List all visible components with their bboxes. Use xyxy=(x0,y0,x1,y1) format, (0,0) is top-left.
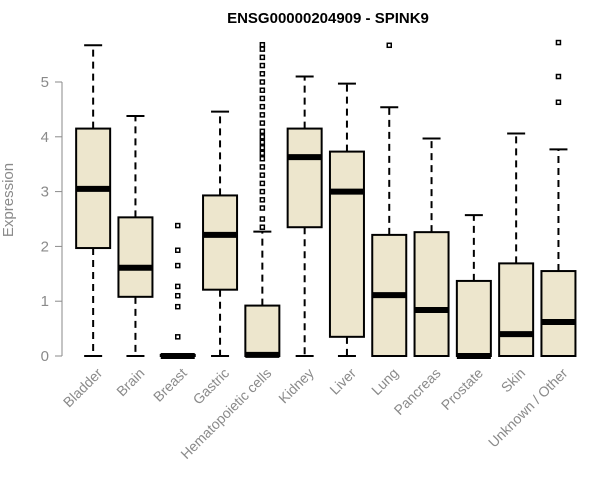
y-axis-label: Expression xyxy=(0,163,17,237)
box xyxy=(540,270,577,357)
box-group xyxy=(498,132,535,357)
outlier-point xyxy=(259,172,266,178)
outlier-point xyxy=(175,222,181,229)
box xyxy=(498,262,535,357)
outlier-point xyxy=(175,283,181,290)
x-tick-label: Bladder xyxy=(60,365,106,411)
chart-title: ENSG00000204909 - SPINK9 xyxy=(227,10,429,27)
outlier-point xyxy=(555,99,562,106)
box-group xyxy=(159,222,196,359)
x-tick-label: Pancreas xyxy=(391,365,444,418)
x-tick-label: Breast xyxy=(150,365,190,405)
outlier-point xyxy=(259,139,266,146)
outlier-point xyxy=(259,188,266,195)
outlier-point xyxy=(259,197,266,203)
outlier-point xyxy=(259,150,266,156)
outlier-point xyxy=(259,71,266,77)
outlier-point xyxy=(259,103,266,110)
outlier-point xyxy=(259,216,266,222)
box-group xyxy=(540,39,577,357)
outlier-point xyxy=(259,46,266,52)
x-tick-label: Brain xyxy=(113,365,147,399)
outlier-point xyxy=(259,134,266,140)
outlier-point xyxy=(175,334,181,340)
box-group xyxy=(413,137,450,357)
outlier-point xyxy=(175,262,181,269)
outlier-point xyxy=(555,73,562,80)
box-group xyxy=(202,110,239,357)
outlier-point xyxy=(175,247,181,253)
outlier-point xyxy=(259,145,266,151)
outlier-point xyxy=(259,180,266,187)
x-tick-label: Unknown / Other xyxy=(485,365,571,451)
box xyxy=(413,231,450,357)
box xyxy=(328,150,365,338)
y-tick-label: 4 xyxy=(41,129,49,146)
box xyxy=(286,127,323,229)
box xyxy=(244,304,281,358)
outlier-point xyxy=(175,303,181,310)
outlier-point xyxy=(175,292,181,299)
box-group xyxy=(244,41,281,358)
plot-area xyxy=(75,39,577,359)
y-tick-label: 1 xyxy=(41,293,49,310)
box xyxy=(202,194,239,291)
x-tick-label: Prostate xyxy=(438,365,486,413)
outlier-point xyxy=(259,155,266,162)
box xyxy=(117,216,154,298)
y-tick-label: 5 xyxy=(41,74,49,91)
y-tick-label: 3 xyxy=(41,184,49,201)
outlier-point xyxy=(259,62,266,69)
outlier-point xyxy=(259,95,266,102)
outlier-point xyxy=(259,164,266,170)
outlier-point xyxy=(259,205,266,211)
x-tick-label: Skin xyxy=(498,365,529,396)
outlier-point xyxy=(555,39,562,46)
outlier-point xyxy=(259,41,266,48)
x-tick-label: Lung xyxy=(368,365,401,398)
box-group xyxy=(455,214,492,359)
x-tick-label: Kidney xyxy=(275,365,317,407)
outlier-point xyxy=(259,112,266,118)
box-group xyxy=(371,42,408,357)
y-tick-label: 2 xyxy=(41,238,49,255)
x-tick-label: Liver xyxy=(326,365,359,398)
outlier-point xyxy=(259,87,266,93)
outlier-point xyxy=(259,120,266,126)
box-group xyxy=(117,114,154,357)
box xyxy=(455,279,492,358)
outlier-point xyxy=(259,224,266,230)
y-tick-label: 0 xyxy=(41,348,49,365)
outlier-point xyxy=(259,128,266,135)
outlier-point xyxy=(259,79,266,85)
box-group xyxy=(328,82,365,357)
box-group xyxy=(75,44,112,357)
y-axis: 0 1 2 3 4 5 xyxy=(41,74,63,365)
outlier-point xyxy=(259,54,266,61)
box-group xyxy=(286,75,323,357)
outlier-point xyxy=(386,42,392,49)
